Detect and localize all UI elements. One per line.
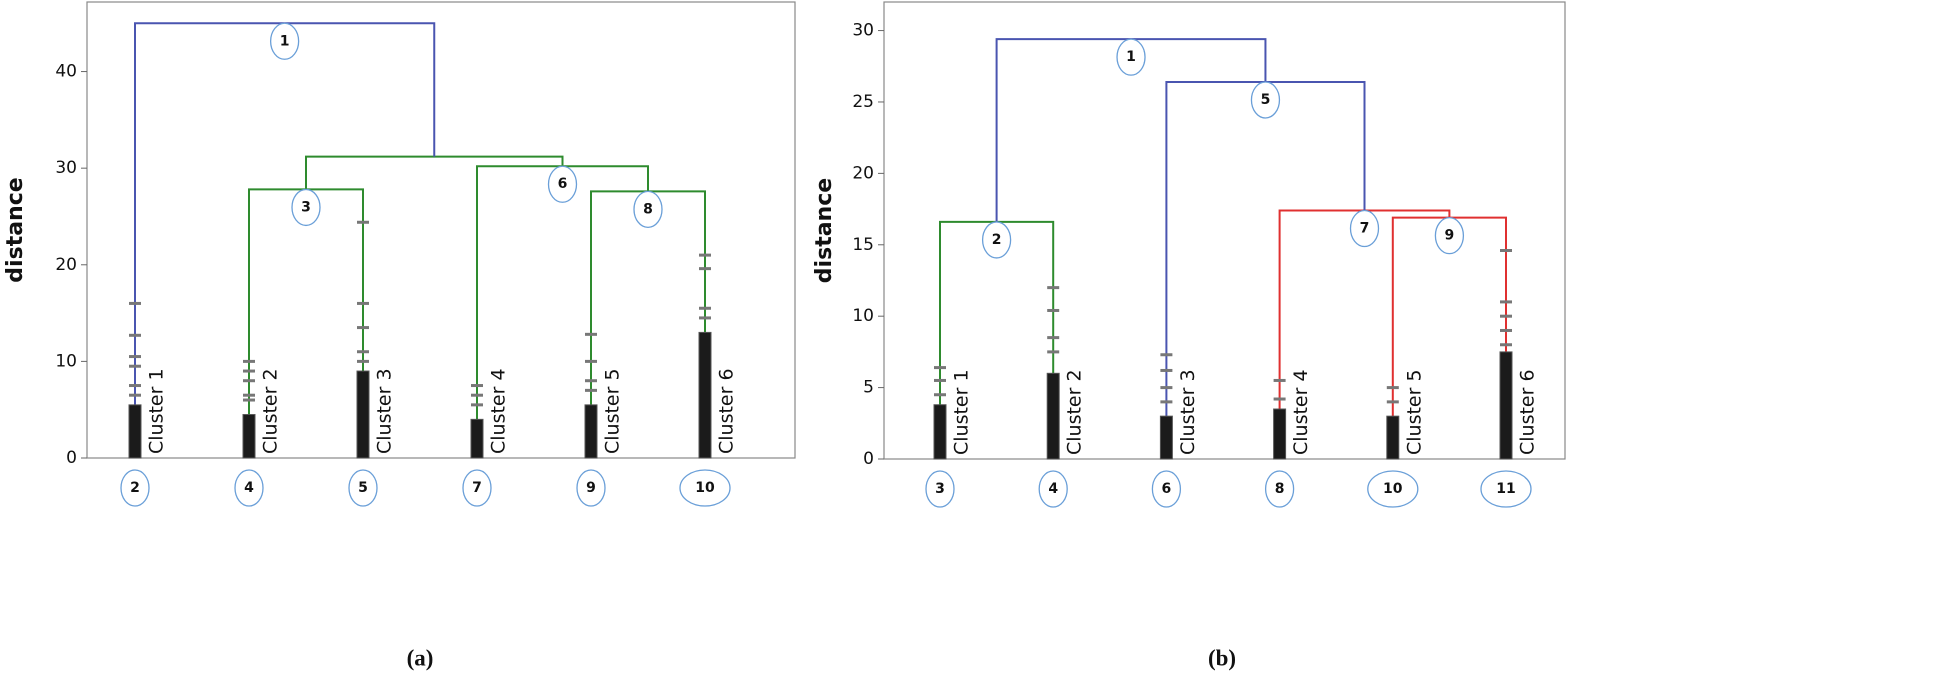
node-label: 8 bbox=[1275, 481, 1285, 497]
y-axis-label: distance bbox=[3, 177, 28, 282]
node-label: 4 bbox=[1048, 481, 1058, 497]
cluster-core bbox=[356, 370, 370, 459]
y-tick-label: 5 bbox=[863, 378, 874, 398]
node-label: 2 bbox=[130, 480, 140, 496]
cluster-core bbox=[242, 414, 256, 459]
cluster-core bbox=[1273, 408, 1287, 460]
node-label: 10 bbox=[695, 480, 715, 496]
cluster-name: Cluster 1 bbox=[146, 368, 168, 454]
cluster-core bbox=[698, 331, 712, 459]
node-label: 3 bbox=[935, 481, 945, 497]
caption: (a) bbox=[407, 645, 434, 670]
node-bubble bbox=[1038, 470, 1068, 508]
y-tick-label: 40 bbox=[55, 62, 77, 82]
cluster-name: Cluster 6 bbox=[716, 368, 738, 454]
cluster-core bbox=[1499, 351, 1513, 460]
node-labels: 3 4 2 6 8 10 11 9 7 5 1 bbox=[925, 38, 1532, 508]
cluster-name: Cluster 5 bbox=[602, 368, 624, 454]
node-bubble bbox=[234, 469, 264, 507]
cluster-core bbox=[933, 404, 947, 460]
node-bubble bbox=[1367, 470, 1419, 508]
node-label: 9 bbox=[1445, 228, 1455, 244]
node-label: 6 bbox=[1162, 481, 1172, 497]
node-label: 4 bbox=[244, 480, 254, 496]
y-tick-label: 25 bbox=[852, 92, 874, 112]
node-bubble bbox=[981, 221, 1012, 259]
y-tick-label: 10 bbox=[55, 351, 77, 371]
node-label: 6 bbox=[558, 176, 568, 192]
node-bubble bbox=[1264, 470, 1295, 508]
node-labels: 2 4 5 3 7 9 10 8 6 1 bbox=[120, 22, 731, 507]
node-bubble bbox=[1151, 470, 1182, 508]
node-label: 10 bbox=[1383, 481, 1403, 497]
node-bubble bbox=[925, 470, 955, 508]
cluster-name: Cluster 5 bbox=[1403, 369, 1425, 455]
node-bubble bbox=[633, 190, 663, 229]
leaves: Cluster 1 Cluster 2 Cluster 3 Cluster 4 Clus… bbox=[128, 220, 738, 459]
y-tick-label: 30 bbox=[852, 21, 874, 41]
y-tick-label: 10 bbox=[852, 306, 874, 326]
node-label: 5 bbox=[358, 480, 368, 496]
node-label: 3 bbox=[301, 199, 311, 215]
leaves: Cluster 1 Cluster 2 Cluster 3 Cluster 4 Clus… bbox=[933, 248, 1539, 460]
cluster-name: Cluster 3 bbox=[374, 368, 396, 454]
node-label: 5 bbox=[1261, 92, 1271, 108]
cluster-name: Cluster 2 bbox=[260, 368, 282, 454]
node-bubble bbox=[576, 469, 606, 507]
node-bubble bbox=[1250, 81, 1281, 119]
cluster-name: Cluster 2 bbox=[1064, 369, 1086, 455]
node-label: 7 bbox=[1360, 221, 1370, 237]
cluster-core bbox=[1386, 415, 1400, 460]
cluster-core bbox=[1046, 372, 1060, 460]
node-label: 1 bbox=[1126, 49, 1136, 65]
cluster-name: Cluster 6 bbox=[1517, 369, 1539, 455]
node-label: 7 bbox=[472, 480, 482, 496]
cluster-core bbox=[470, 418, 484, 459]
node-label: 11 bbox=[1496, 481, 1515, 497]
node-bubble bbox=[679, 469, 731, 507]
cluster-core bbox=[128, 404, 142, 459]
node-bubble bbox=[462, 469, 492, 507]
node-bubble bbox=[1434, 216, 1465, 255]
node-bubble bbox=[1480, 470, 1532, 508]
cluster-name: Cluster 1 bbox=[951, 369, 973, 455]
node-label: 2 bbox=[992, 232, 1002, 248]
caption: (b) bbox=[1208, 645, 1236, 670]
node-bubble bbox=[291, 188, 321, 227]
node-bubble bbox=[547, 165, 578, 203]
y-tick-label: 20 bbox=[55, 255, 77, 275]
cluster-core bbox=[584, 404, 598, 459]
node-bubble bbox=[120, 469, 150, 507]
cluster-name: Cluster 4 bbox=[488, 368, 510, 454]
plot-frame bbox=[883, 1, 1566, 460]
y-tick-label: 0 bbox=[66, 448, 77, 468]
link bbox=[305, 155, 564, 190]
node-bubble bbox=[1116, 38, 1146, 76]
node-bubble bbox=[348, 469, 378, 507]
y-tick-label: 15 bbox=[852, 235, 874, 255]
node-bubble bbox=[1349, 209, 1380, 248]
cluster-name: Cluster 4 bbox=[1290, 369, 1312, 455]
y-axis-label: distance bbox=[812, 178, 837, 283]
node-label: 1 bbox=[280, 33, 290, 49]
cluster-name: Cluster 3 bbox=[1177, 369, 1199, 455]
node-bubble bbox=[269, 22, 300, 60]
cluster-core bbox=[1159, 415, 1173, 460]
y-tick-label: 30 bbox=[55, 158, 77, 178]
y-tick-label: 20 bbox=[852, 163, 874, 183]
plot-frame bbox=[86, 1, 796, 459]
node-label: 9 bbox=[586, 480, 596, 496]
node-label: 8 bbox=[643, 201, 653, 217]
y-tick-label: 0 bbox=[863, 449, 874, 469]
